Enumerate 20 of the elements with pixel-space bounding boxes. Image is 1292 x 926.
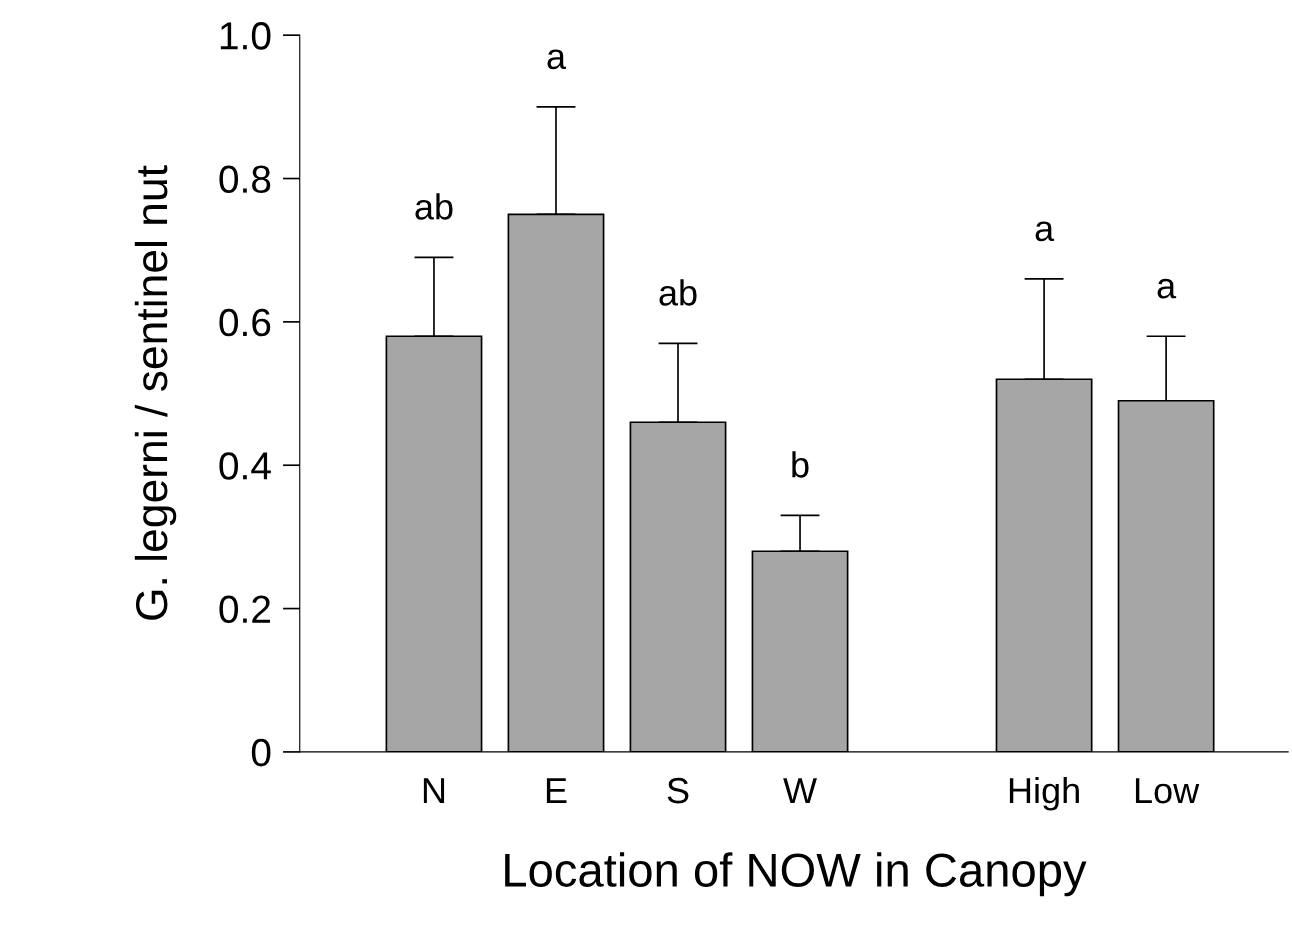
y-tick-label: 0 <box>251 738 271 767</box>
x-tick-label: S <box>667 777 689 804</box>
annotation: a <box>547 49 567 70</box>
y-tick-label: 0.8 <box>219 165 271 194</box>
x-tick-label: E <box>546 778 567 804</box>
annotation: a <box>1035 221 1055 242</box>
y-tick-label: 0.6 <box>219 308 271 337</box>
x-tick-label: W <box>783 778 817 804</box>
x-tick-label: Low <box>1135 778 1200 804</box>
annotation: ab <box>415 193 453 220</box>
annotation: ab <box>659 279 697 306</box>
annotation: a <box>1157 278 1177 299</box>
x-tick-label: N <box>423 778 445 804</box>
y-tick-label: 0.4 <box>219 452 271 480</box>
y-tick-label: 0.2 <box>219 595 271 624</box>
x-tick-label: High <box>1009 776 1079 811</box>
y-axis-title: G. legerni / sentinel nut <box>134 165 177 620</box>
annotation: b <box>792 451 809 478</box>
y-tick-label: 1.0 <box>220 22 271 50</box>
x-axis-title: Location of NOW in Canopy <box>505 852 1087 897</box>
